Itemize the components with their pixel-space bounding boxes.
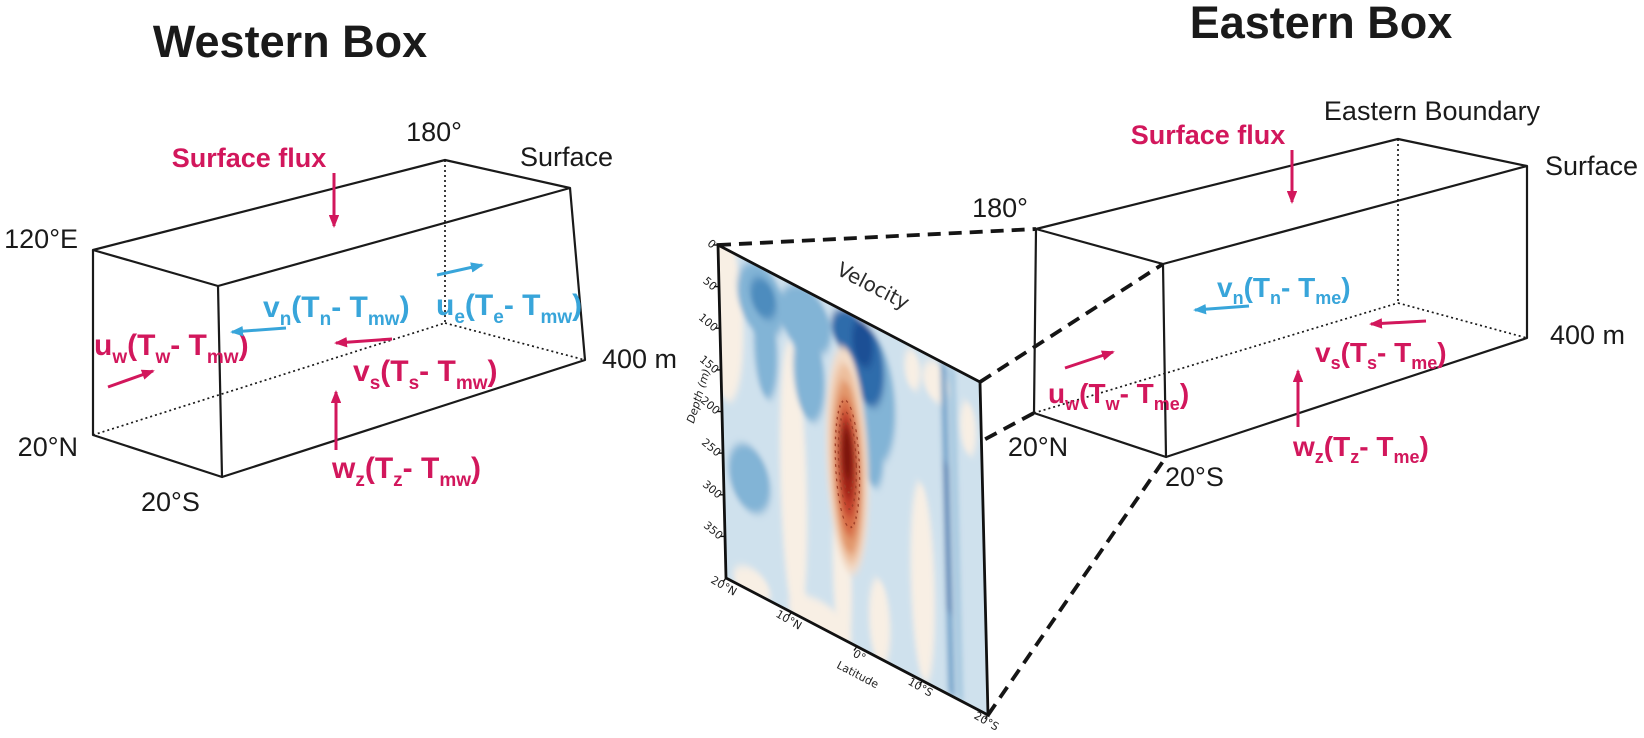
surface-flux-label-west: Surface flux <box>172 143 327 173</box>
flux-arrow-ue-west <box>436 262 484 277</box>
label-20s-west: 20°S <box>141 487 200 517</box>
label-20s-east: 20°S <box>1165 462 1224 492</box>
flux-label-vn-east: vn(Tn- Tme) <box>1217 272 1351 308</box>
label-20n-west: 20°N <box>18 432 78 462</box>
label-400m-west: 400 m <box>602 344 677 374</box>
flux-arrow-vn-west <box>230 325 287 337</box>
western-box: Western Box Surface flux 120°E 180° Surf… <box>4 16 677 517</box>
flux-label-vs-east: vs(Ts- Tme) <box>1315 337 1447 373</box>
label-surface-west: Surface <box>520 142 613 172</box>
flux-label-vn-west: vn(Tn- Tmw) <box>263 291 410 330</box>
eastern-box-edges <box>1032 137 1529 459</box>
flux-label-uw-west: uw(Tw- Tmw) <box>94 329 249 368</box>
velocity-contour-field <box>718 245 988 715</box>
flux-arrow-uw-east <box>1064 350 1115 370</box>
lat-tick: 0° <box>851 647 868 665</box>
western-box-edges <box>91 158 587 479</box>
flux-label-uw-east: uw(Tw- Tme) <box>1048 378 1189 414</box>
flux-label-ue-west: ue(Te- Tmw) <box>436 289 582 328</box>
flux-label-vs-west: vs(Ts- Tmw) <box>353 355 498 394</box>
label-180-west: 180° <box>406 117 462 147</box>
flux-arrow-vs-east <box>1369 318 1427 329</box>
flux-label-wz-west: wz(Tz- Tmw) <box>331 452 481 491</box>
surface-flux-label-east: Surface flux <box>1131 120 1286 150</box>
label-180-east: 180° <box>972 193 1028 223</box>
flux-arrow-vn-east <box>1193 303 1250 315</box>
label-120e: 120°E <box>4 224 78 254</box>
label-400m-east: 400 m <box>1550 320 1625 350</box>
western-box-title: Western Box <box>153 16 427 67</box>
flux-label-wz-east: wz(Tz- Tme) <box>1292 431 1429 467</box>
label-surface-east: Surface <box>1545 151 1638 181</box>
eastern-box: Eastern Box Eastern Boundary Surface flu… <box>972 0 1638 492</box>
velocity-red-core <box>826 346 869 575</box>
flux-arrow-vs-west <box>334 337 393 348</box>
eastern-box-title: Eastern Box <box>1190 0 1453 48</box>
label-20n-east: 20°N <box>1008 432 1068 462</box>
flux-arrow-uw-west <box>107 369 155 389</box>
label-eastern-boundary: Eastern Boundary <box>1324 96 1541 126</box>
